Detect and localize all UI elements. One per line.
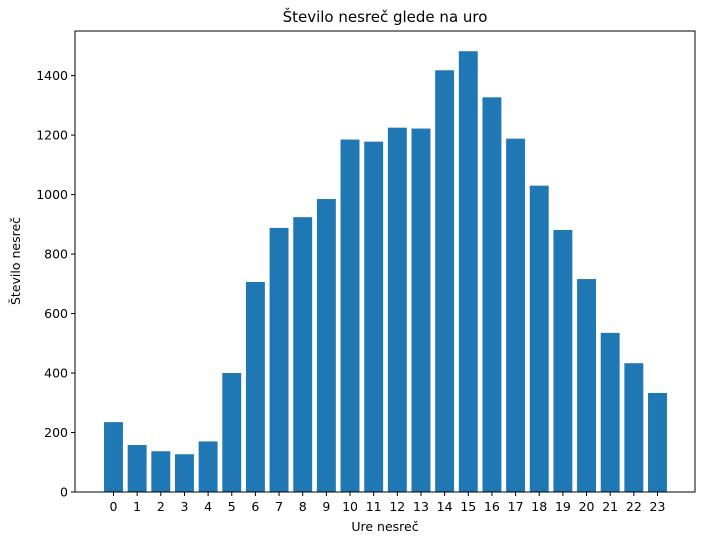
bar-hour-17 xyxy=(506,138,526,493)
x-tick-label-17: 17 xyxy=(508,499,524,514)
x-tick-label-4: 4 xyxy=(204,499,212,514)
x-tick-label-5: 5 xyxy=(228,499,236,514)
x-tick-label-1: 1 xyxy=(133,499,141,514)
bar-hour-9 xyxy=(316,199,336,493)
x-tick-label-19: 19 xyxy=(555,499,571,514)
bar-hour-7 xyxy=(269,227,289,492)
x-tick-label-0: 0 xyxy=(110,499,118,514)
x-tick-label-23: 23 xyxy=(650,499,666,514)
x-tick-label-13: 13 xyxy=(413,499,429,514)
x-tick-label-3: 3 xyxy=(180,499,188,514)
chart-title: Število nesreč glede na uro xyxy=(283,7,488,26)
bar-hour-22 xyxy=(624,363,644,492)
bar-hour-4 xyxy=(198,441,218,492)
y-axis: 0 200 400 600 800 1000 1200 1400 xyxy=(36,68,75,500)
bar-hour-16 xyxy=(482,97,502,492)
x-tick-label-2: 2 xyxy=(157,499,165,514)
x-tick-label-15: 15 xyxy=(460,499,476,514)
y-tick-label-200: 200 xyxy=(44,425,68,440)
bar-hour-19 xyxy=(553,229,573,492)
x-axis-title: Ure nesreč xyxy=(351,519,418,534)
bar-hour-3 xyxy=(175,454,194,492)
y-tick-label-1000: 1000 xyxy=(36,187,68,202)
x-tick-label-12: 12 xyxy=(389,499,405,514)
bar-hour-15 xyxy=(458,51,478,492)
bar-hour-11 xyxy=(364,141,384,492)
bar-hour-21 xyxy=(600,332,620,492)
bar-hour-1 xyxy=(127,445,147,492)
x-tick-label-16: 16 xyxy=(484,499,500,514)
bar-hour-23 xyxy=(648,392,667,492)
bar-hour-13 xyxy=(411,128,431,493)
y-tick-label-400: 400 xyxy=(44,366,68,381)
x-tick-label-22: 22 xyxy=(626,499,642,514)
x-tick-label-20: 20 xyxy=(579,499,595,514)
bar-hour-6 xyxy=(245,282,265,492)
x-tick-label-7: 7 xyxy=(275,499,283,514)
bar-hour-2 xyxy=(151,451,171,492)
x-axis: 0 1 2 3 4 5 6 7 8 9 10 11 12 13 14 15 16 17 18 19 20 21 22 23 xyxy=(110,492,666,514)
x-tick-label-14: 14 xyxy=(437,499,453,514)
x-tick-label-11: 11 xyxy=(366,499,382,514)
bar-hour-18 xyxy=(529,185,549,492)
y-tick-label-600: 600 xyxy=(44,306,68,321)
bar-hour-14 xyxy=(435,70,455,492)
y-tick-label-1400: 1400 xyxy=(36,68,68,83)
x-tick-label-8: 8 xyxy=(299,499,307,514)
y-tick-label-800: 800 xyxy=(44,247,68,262)
x-tick-label-9: 9 xyxy=(322,499,330,514)
bar-hour-5 xyxy=(222,373,242,492)
bar-hour-10 xyxy=(340,139,360,492)
bar-hour-20 xyxy=(577,279,596,492)
x-tick-label-6: 6 xyxy=(251,499,259,514)
y-tick-label-1200: 1200 xyxy=(36,128,68,143)
plot-frame xyxy=(74,30,696,493)
x-tick-label-10: 10 xyxy=(342,499,358,514)
x-tick-label-18: 18 xyxy=(531,499,547,514)
bar-hour-8 xyxy=(293,217,313,492)
y-axis-title: Število nesreč xyxy=(8,217,23,305)
x-tick-label-21: 21 xyxy=(602,499,618,514)
bar-hour-0 xyxy=(104,422,123,492)
bar-hour-12 xyxy=(387,127,407,492)
y-tick-label-0: 0 xyxy=(60,485,68,500)
bars-group xyxy=(104,51,667,493)
